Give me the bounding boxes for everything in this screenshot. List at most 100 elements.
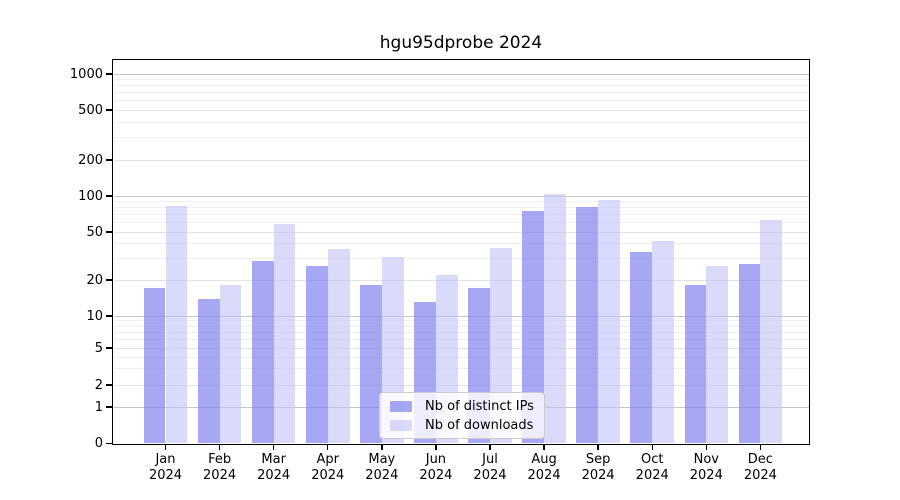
bar-nb-of-distinct-ips-dec <box>738 264 761 444</box>
chart-title: hgu95dprobe 2024 <box>379 33 543 53</box>
year-label-aug: 2024 <box>527 468 561 483</box>
bar-nb-of-distinct-ips-nov <box>684 285 707 444</box>
month-label-oct: Oct <box>640 452 664 467</box>
legend-label-downloads: Nb of downloads <box>425 417 534 433</box>
x-tick-may <box>381 445 383 450</box>
y-tick-label-0: 0 <box>94 436 103 451</box>
y-tick-label-200: 200 <box>78 152 103 168</box>
minor-gridline-7 <box>113 331 809 333</box>
minor-gridline-800 <box>113 85 809 87</box>
month-label-nov: Nov <box>693 452 719 467</box>
x-tick-label-oct: Oct 2024 <box>612 452 692 484</box>
month-label-jul: Jul <box>482 452 498 467</box>
y-tick-label-50: 50 <box>86 224 103 240</box>
month-label-apr: Apr <box>316 452 339 467</box>
x-tick-label-apr: Apr 2024 <box>288 452 368 484</box>
bar-nb-of-downloads-feb <box>219 285 242 444</box>
y-tick-label-100: 100 <box>78 188 103 204</box>
x-tick-label-dec: Dec 2024 <box>720 452 800 484</box>
bar-nb-of-distinct-ips-apr <box>305 266 328 444</box>
gridline-5 <box>113 347 809 349</box>
y-tick-label-1: 1 <box>94 399 103 415</box>
bar-nb-of-downloads-mar <box>273 224 296 444</box>
bar-nb-of-distinct-ips-feb <box>197 298 220 444</box>
x-tick-jun <box>435 445 437 450</box>
x-tick-nov <box>705 445 707 450</box>
year-label-oct: 2024 <box>635 468 669 483</box>
x-tick-label-jul: Jul 2024 <box>450 452 530 484</box>
minor-gridline-300 <box>113 137 809 139</box>
month-label-jun: Jun <box>425 452 447 467</box>
y-tick-label-2: 2 <box>94 377 103 393</box>
month-label-feb: Feb <box>208 452 232 467</box>
legend-swatch-distinct-ips <box>390 400 412 412</box>
y-tick-1 <box>106 406 112 408</box>
bar-nb-of-distinct-ips-aug <box>522 210 545 444</box>
y-tick-100 <box>106 195 112 197</box>
minor-gridline-90 <box>113 200 809 202</box>
bar-nb-of-distinct-ips-may <box>360 285 382 444</box>
minor-gridline-8 <box>113 325 809 327</box>
y-tick-10 <box>106 315 112 317</box>
minor-gridline-4 <box>113 356 809 358</box>
x-tick-feb <box>218 445 221 450</box>
y-tick-0 <box>106 442 112 445</box>
month-label-sep: Sep <box>585 452 611 467</box>
x-tick-label-sep: Sep 2024 <box>558 452 638 484</box>
bar-nb-of-downloads-aug <box>544 193 566 444</box>
legend-label-distinct-ips: Nb of distinct IPs <box>425 398 534 414</box>
gridline-200 <box>113 159 809 161</box>
x-tick-mar <box>272 445 275 450</box>
x-tick-label-nov: Nov 2024 <box>666 452 746 484</box>
x-tick-jul <box>489 445 491 450</box>
y-tick-label-20: 20 <box>86 272 103 288</box>
minor-gridline-3 <box>113 368 809 370</box>
bar-nb-of-downloads-sep <box>598 199 620 444</box>
year-label-may: 2024 <box>365 468 399 483</box>
month-label-may: May <box>368 452 396 467</box>
month-label-jan: Jan <box>155 452 176 467</box>
bar-nb-of-distinct-ips-oct <box>630 252 653 444</box>
minor-gridline-60 <box>113 222 809 224</box>
y-tick-label-1000: 1000 <box>69 66 103 82</box>
bar-nb-of-distinct-ips-jan <box>143 288 166 444</box>
gridline-2 <box>113 384 809 386</box>
bar-nb-of-downloads-jan <box>165 206 188 444</box>
minor-gridline-700 <box>113 92 809 94</box>
bar-nb-of-distinct-ips-sep <box>576 206 599 444</box>
gridline-20 <box>113 279 809 281</box>
x-tick-label-jan: Jan 2024 <box>126 452 206 484</box>
legend-item-distinct-ips: Nb of distinct IPs <box>390 398 534 414</box>
x-tick-label-mar: Mar 2024 <box>234 452 314 484</box>
y-tick-20 <box>106 279 112 281</box>
minor-gridline-80 <box>113 207 809 209</box>
y-tick-2 <box>106 384 112 386</box>
y-tick-50 <box>106 231 112 233</box>
y-tick-label-5: 5 <box>94 340 103 356</box>
bar-nb-of-downloads-dec <box>760 219 783 444</box>
gridline-1000 <box>113 73 809 75</box>
minor-gridline-6 <box>113 339 809 341</box>
gridline-500 <box>113 109 809 111</box>
y-tick-200 <box>106 159 112 161</box>
month-label-dec: Dec <box>747 452 773 467</box>
legend: Nb of distinct IPs Nb of downloads <box>379 392 545 439</box>
y-tick-5 <box>106 347 112 349</box>
gridline-10 <box>113 315 809 317</box>
x-tick-label-feb: Feb 2024 <box>180 452 260 484</box>
bar-nb-of-downloads-oct <box>652 241 675 444</box>
minor-gridline-400 <box>113 121 809 123</box>
x-tick-jan <box>164 445 167 450</box>
bar-nb-of-downloads-nov <box>706 266 729 444</box>
minor-gridline-30 <box>113 258 809 260</box>
x-tick-label-may: May 2024 <box>342 452 422 484</box>
year-label-dec: 2024 <box>743 468 777 483</box>
x-tick-oct <box>651 445 653 450</box>
x-tick-dec <box>759 445 762 450</box>
month-label-aug: Aug <box>531 452 557 467</box>
minor-gridline-600 <box>113 100 809 102</box>
bar-nb-of-downloads-apr <box>327 249 350 444</box>
x-tick-apr <box>327 445 329 450</box>
legend-swatch-downloads <box>390 419 412 431</box>
x-tick-label-aug: Aug 2024 <box>504 452 584 484</box>
